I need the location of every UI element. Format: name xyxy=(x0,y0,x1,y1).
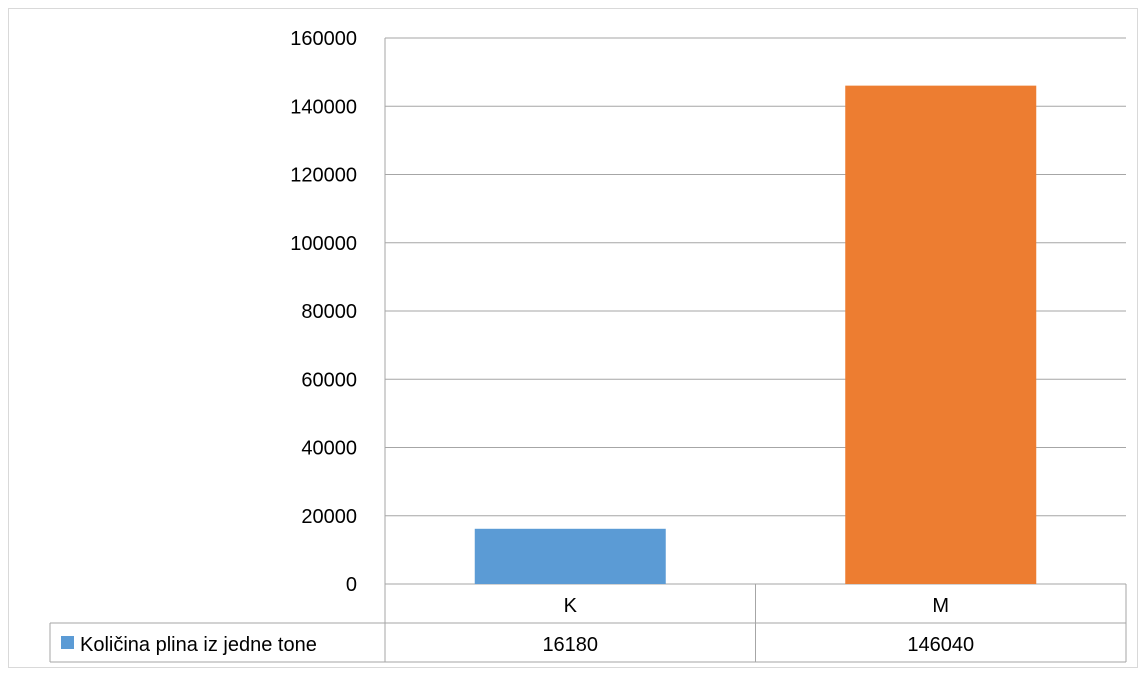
y-tick-label: 0 xyxy=(346,574,357,596)
bars xyxy=(474,85,1037,585)
y-tick-label: 140000 xyxy=(290,96,357,118)
bar-k xyxy=(474,528,666,584)
y-tick-label: 20000 xyxy=(301,506,357,528)
x-category-label: K xyxy=(564,595,578,617)
y-tick-label: 60000 xyxy=(301,369,357,391)
data-table-value: 16180 xyxy=(542,634,598,656)
x-category-label: M xyxy=(932,595,949,617)
data-table: K 16180 M 146040 Količina plina iz jedne ton… xyxy=(49,584,1127,663)
y-tick-label: 160000 xyxy=(290,28,357,50)
legend-series-name: Količina plina iz jedne tone xyxy=(80,634,317,656)
y-tick-label: 80000 xyxy=(301,301,357,323)
legend-key xyxy=(61,636,74,649)
y-tick-label: 40000 xyxy=(301,438,357,460)
y-tick-label: 120000 xyxy=(290,165,357,187)
bar-m xyxy=(845,85,1037,585)
data-table-value: 146040 xyxy=(907,634,974,656)
y-tick-label: 100000 xyxy=(290,233,357,255)
y-axis: 0 20000 40000 60000 80000 100000 120000 140000 1… xyxy=(290,28,386,662)
